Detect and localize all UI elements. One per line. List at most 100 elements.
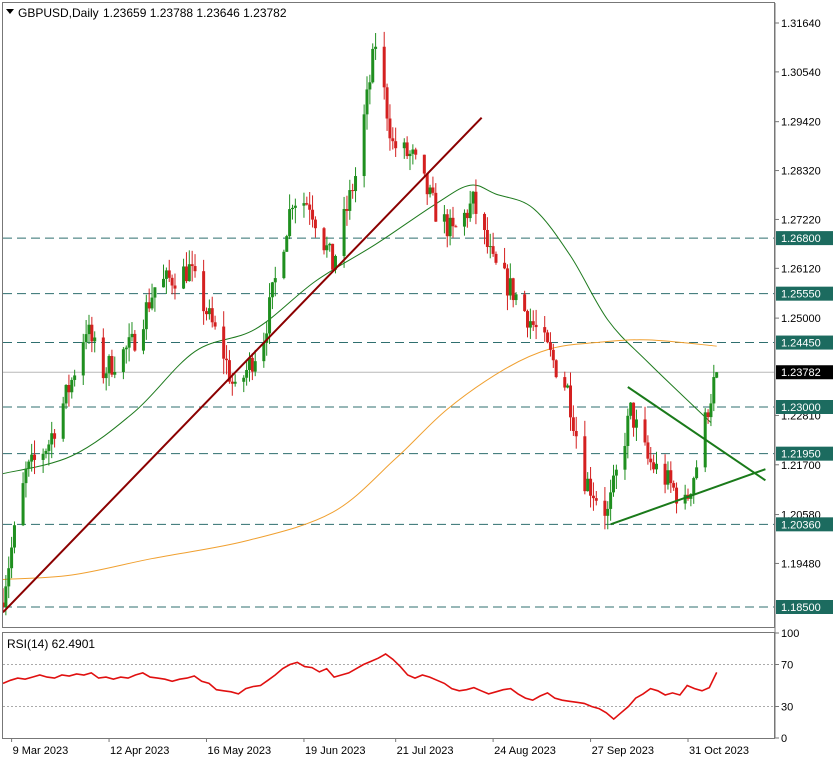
time-tick-label: 24 Aug 2023 — [494, 745, 556, 757]
candle-body — [193, 266, 197, 272]
candle-body — [431, 187, 435, 193]
candle-body — [494, 253, 498, 263]
candle-body — [333, 255, 337, 270]
candle-body — [505, 268, 509, 296]
candle-body — [107, 356, 111, 374]
rsi-axis: 100 70 30 0 — [775, 628, 799, 745]
candle-body — [712, 377, 716, 404]
candle-body — [623, 445, 627, 470]
candle-body — [311, 209, 315, 220]
candle-body — [663, 463, 667, 485]
candle-body — [24, 468, 28, 484]
candle-body — [566, 385, 570, 388]
candle-body — [170, 277, 174, 286]
time-tick-label: 9 Mar 2023 — [13, 745, 69, 757]
candle-body — [422, 154, 426, 174]
level-badge — [776, 446, 833, 461]
ohlc-values: 1.23659 1.23788 1.23646 1.23782 — [103, 6, 287, 20]
rsi-label: RSI(14) 62.4901 — [7, 637, 95, 651]
candle-body — [508, 278, 512, 296]
candle-body — [385, 87, 389, 119]
candle-body — [414, 149, 418, 155]
candle-body — [594, 498, 598, 501]
triangle-lower-line[interactable] — [610, 468, 766, 526]
candle-body — [305, 203, 309, 205]
candle-body — [4, 586, 8, 607]
candle-body — [569, 385, 573, 418]
candle-body — [33, 454, 37, 460]
candle-body — [222, 326, 226, 359]
dropdown-triangle-icon[interactable] — [6, 9, 14, 14]
candle-body — [67, 384, 71, 393]
candle-body — [242, 377, 246, 382]
price-tick-label: 1.31640 — [781, 18, 821, 30]
candle-body — [491, 246, 495, 254]
candle-body — [371, 48, 375, 83]
candle-body — [104, 373, 108, 379]
rsi-indicator — [3, 653, 774, 721]
candle-body — [253, 361, 257, 372]
candle-body — [652, 462, 656, 470]
candle-body — [563, 377, 567, 388]
candle-body — [666, 470, 670, 485]
level-badge-label: 1.23000 — [781, 402, 821, 414]
candle-body — [322, 228, 326, 251]
candle-body — [64, 384, 68, 404]
candle-body — [348, 190, 352, 211]
candle-body — [268, 297, 272, 334]
candle-body — [150, 297, 154, 309]
candle-body — [144, 302, 148, 330]
candle-body — [21, 483, 25, 526]
candle-body — [362, 114, 366, 177]
price-tick-label: 1.27220 — [781, 214, 821, 226]
candle-body — [571, 417, 575, 432]
trendlines[interactable] — [3, 116, 766, 614]
candle-body — [589, 478, 593, 496]
time-tick-label: 21 Jul 2023 — [397, 745, 454, 757]
candle-body — [273, 278, 277, 283]
candle-body — [233, 381, 237, 384]
candle-body — [402, 142, 406, 149]
candle-body — [394, 141, 398, 149]
current-price-badge — [776, 365, 833, 380]
candle-body — [162, 278, 166, 288]
candle-body — [187, 264, 191, 282]
candle-body — [483, 213, 487, 230]
candle-body — [646, 442, 650, 459]
time-axis: 9 Mar 2023 12 Apr 2023 16 May 2023 19 Jun 2… — [11, 738, 749, 757]
candle-body — [342, 209, 346, 256]
candle-body — [503, 262, 507, 269]
ascending-trendline[interactable] — [3, 116, 483, 614]
level-badge-label: 1.25550 — [781, 289, 821, 301]
symbol-label: GBPUSD,Daily — [18, 6, 99, 20]
candle-body — [87, 324, 91, 335]
horizontal-levels — [3, 237, 774, 608]
candle-body — [543, 327, 547, 333]
candle-body — [632, 402, 636, 428]
level-badges: 1.26800 1.25550 1.24450 1.23000 1.21950 1.203… — [776, 231, 833, 614]
candle-body — [448, 217, 452, 237]
candle-body — [445, 214, 449, 237]
candle-body — [485, 229, 489, 247]
candle-body — [213, 322, 217, 327]
candle-body — [606, 508, 610, 516]
rsi-tick-label: 30 — [781, 702, 793, 714]
triangle-upper-line[interactable] — [627, 386, 766, 482]
candle-body — [121, 349, 125, 373]
candle-body — [583, 436, 587, 492]
candle-body — [113, 372, 117, 375]
candle-body — [230, 381, 234, 384]
candle-body — [53, 433, 57, 439]
candle-body — [147, 302, 151, 309]
candle-body — [167, 270, 171, 278]
candle-body — [471, 191, 475, 204]
candle-body — [265, 333, 269, 343]
candle-body — [47, 444, 51, 451]
candle-body — [411, 149, 415, 154]
candle-body — [313, 219, 317, 229]
candle-body — [514, 294, 518, 301]
moving-averages — [3, 184, 717, 580]
candle-body — [182, 266, 186, 289]
